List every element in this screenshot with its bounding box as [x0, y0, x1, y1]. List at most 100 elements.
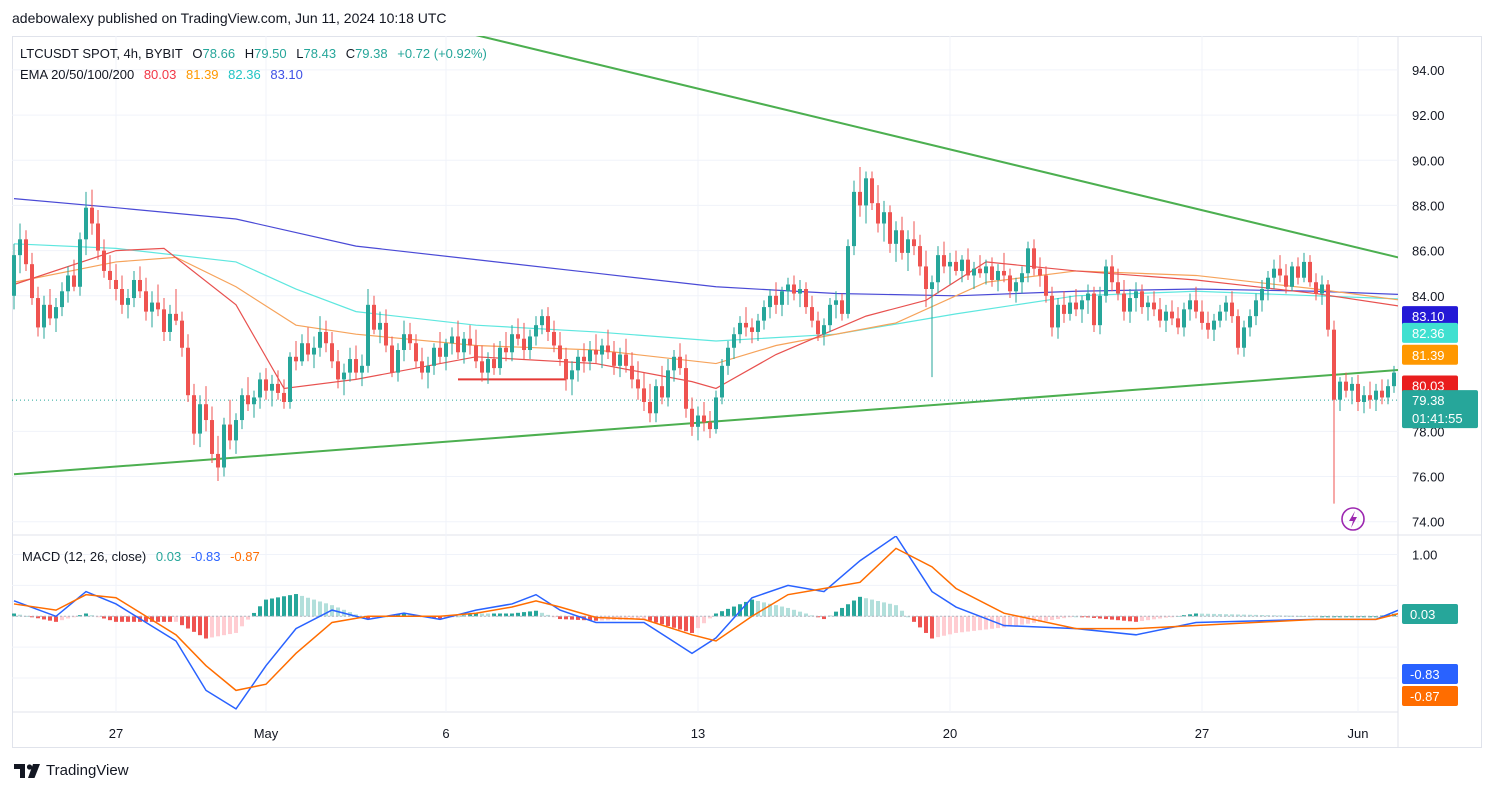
- candle-body: [186, 347, 190, 396]
- candle-body: [60, 291, 64, 308]
- macd-histogram-bar: [12, 613, 16, 617]
- candle: [396, 343, 400, 382]
- macd-histogram-bar: [720, 611, 724, 617]
- macd-histogram-bar: [756, 600, 760, 617]
- candle-body: [990, 266, 994, 280]
- macd-histogram-bar: [234, 616, 238, 633]
- candle: [486, 352, 490, 384]
- candle: [162, 298, 166, 341]
- candle: [366, 289, 370, 373]
- candle-body: [96, 223, 100, 251]
- macd-label[interactable]: MACD (12, 26, close): [22, 549, 147, 564]
- macd-histogram-bar: [168, 616, 172, 622]
- candle: [828, 298, 832, 332]
- macd-histogram-bar: [534, 610, 538, 617]
- macd-histogram-bar: [540, 612, 544, 617]
- footer-brand[interactable]: TradingView: [14, 762, 129, 779]
- macd-histogram-bar: [840, 607, 844, 617]
- candle-body: [966, 259, 970, 276]
- ema50-value: 81.39: [186, 67, 219, 82]
- candle: [1326, 279, 1330, 337]
- candle: [810, 295, 814, 328]
- candle: [462, 331, 466, 364]
- chart-frame[interactable]: [12, 36, 1482, 748]
- macd-histogram-bar: [1188, 614, 1192, 617]
- candle: [72, 259, 76, 292]
- macd-histogram-bar: [570, 616, 574, 620]
- candle-body: [390, 345, 394, 373]
- candle: [1044, 266, 1048, 303]
- candle-body: [168, 313, 172, 332]
- candle: [696, 406, 700, 441]
- candle-body: [1116, 282, 1120, 294]
- candle-body: [1164, 311, 1168, 321]
- macd-histogram-bar: [480, 613, 484, 617]
- macd-histogram-bar: [78, 615, 82, 617]
- price-tick-label: 92.00: [1412, 108, 1445, 123]
- candle-body: [174, 313, 178, 321]
- lightning-icon[interactable]: [1341, 507, 1365, 531]
- candle-body: [1284, 275, 1288, 287]
- time-tick-label: 6: [442, 726, 449, 741]
- candle: [894, 221, 898, 262]
- candle: [150, 291, 154, 328]
- macd-histogram-bar: [264, 599, 268, 617]
- candle: [1158, 298, 1162, 328]
- candle-body: [930, 282, 934, 290]
- candle: [1206, 311, 1210, 339]
- candle: [1236, 309, 1240, 355]
- candle: [618, 347, 622, 378]
- candle: [120, 275, 124, 314]
- macd-histogram-bar: [1122, 616, 1126, 621]
- candle: [174, 289, 178, 326]
- candle-body: [1056, 304, 1060, 328]
- candle-body: [282, 392, 286, 402]
- macd-histogram-bar: [1194, 613, 1198, 617]
- candle-body: [1014, 282, 1018, 292]
- candle: [342, 363, 346, 396]
- candle: [516, 318, 520, 346]
- ema-label[interactable]: EMA 20/50/100/200: [20, 67, 135, 82]
- candle-body: [42, 304, 46, 328]
- macd-histogram-bar: [1062, 616, 1066, 619]
- macd-histogram-bar: [1146, 616, 1150, 621]
- candle: [372, 295, 376, 335]
- candle-body: [1398, 373, 1402, 382]
- macd-histogram-bar: [1218, 614, 1222, 617]
- price-tick-label: 74.00: [1412, 515, 1445, 530]
- macd-histogram-bar: [876, 600, 880, 617]
- candle-body: [330, 343, 334, 362]
- candle-body: [354, 359, 358, 373]
- candle-body: [528, 336, 532, 351]
- candle-body: [372, 304, 376, 330]
- symbol-label[interactable]: LTCUSDT SPOT, 4h, BYBIT: [20, 46, 183, 61]
- candle-body: [24, 239, 28, 265]
- macd-histogram-bar: [186, 616, 190, 629]
- candle: [306, 327, 310, 362]
- candle-body: [270, 383, 274, 391]
- candle-body: [246, 395, 250, 405]
- candle: [780, 286, 784, 317]
- macd-histogram-bar: [1224, 614, 1228, 617]
- candle: [1116, 268, 1120, 301]
- macd-histogram-bar: [702, 616, 706, 624]
- high-value: 79.50: [254, 46, 287, 61]
- candle: [534, 316, 538, 346]
- candle: [564, 347, 568, 391]
- candle: [678, 343, 682, 375]
- ema50-line: [13, 256, 1398, 365]
- candle: [1266, 270, 1270, 301]
- macd-histogram-bar: [402, 613, 406, 617]
- candle: [1374, 383, 1378, 412]
- candle: [672, 350, 676, 382]
- macd-histogram-bar: [1182, 615, 1186, 617]
- candle-body: [996, 270, 1000, 280]
- candle-body: [426, 365, 430, 373]
- candle: [222, 417, 226, 477]
- candle: [300, 334, 304, 366]
- candle: [1230, 291, 1234, 323]
- macd-histogram-bar: [648, 616, 652, 621]
- candle-body: [36, 298, 40, 328]
- candle: [540, 309, 544, 335]
